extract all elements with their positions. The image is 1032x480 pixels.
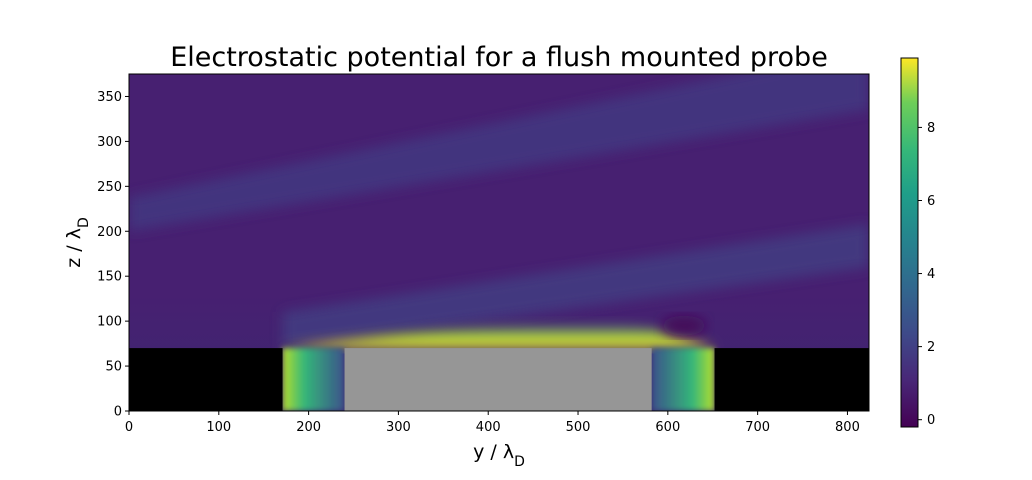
x-axis: 0 100 200 300 400 500 600 700 800: [125, 411, 860, 435]
colorbar: [900, 57, 919, 428]
y-axis-label: z / λD: [63, 217, 92, 267]
colorbar-tick-label: 6: [927, 194, 935, 209]
x-tick-label: 800: [835, 420, 860, 435]
colorbar-tick-label: 2: [927, 340, 935, 355]
colorbar-tick-label: 4: [927, 267, 935, 282]
colorbar-tick-label: 0: [927, 413, 935, 428]
heatmap-lower-beam: [282, 224, 869, 349]
y-tick-label: 300: [97, 135, 122, 150]
colorbar-tick-label: 8: [927, 121, 935, 136]
x-tick-label: 600: [655, 420, 680, 435]
x-tick-label: 200: [296, 420, 321, 435]
x-tick-label: 400: [476, 420, 501, 435]
heatmap-potential-dip: [662, 315, 706, 336]
x-tick-label: 500: [566, 420, 591, 435]
heatmap-left-gap-sheath: [282, 348, 345, 411]
colorbar-ticks: 0 2 4 6 8: [918, 121, 935, 428]
y-tick-label: 50: [105, 360, 122, 375]
chart-title: Electrostatic potential for a flush moun…: [170, 42, 828, 73]
x-tick-label: 700: [745, 420, 770, 435]
y-tick-label: 0: [114, 405, 122, 420]
x-tick-label: 300: [386, 420, 411, 435]
heatmap-upper-beam: [129, 74, 869, 232]
y-tick-label: 100: [97, 315, 122, 330]
probe-region: [344, 348, 652, 411]
x-axis-label: y / λD: [473, 441, 525, 470]
heatmap-probe-sheath: [282, 321, 715, 349]
x-tick-label: 0: [125, 420, 133, 435]
right-wall-region: [714, 348, 869, 411]
y-tick-label: 200: [97, 225, 122, 240]
plot-frame: [128, 73, 870, 412]
heatmap-right-gap-sheath: [651, 348, 715, 411]
y-tick-label: 250: [97, 180, 122, 195]
heatmap-plot-area: [129, 74, 869, 411]
y-axis: 0 50 100 150 200 250 300 350: [97, 90, 129, 420]
x-tick-label: 100: [206, 420, 231, 435]
y-tick-label: 150: [97, 270, 122, 285]
left-wall-region: [129, 348, 283, 411]
y-tick-label: 350: [97, 90, 122, 105]
